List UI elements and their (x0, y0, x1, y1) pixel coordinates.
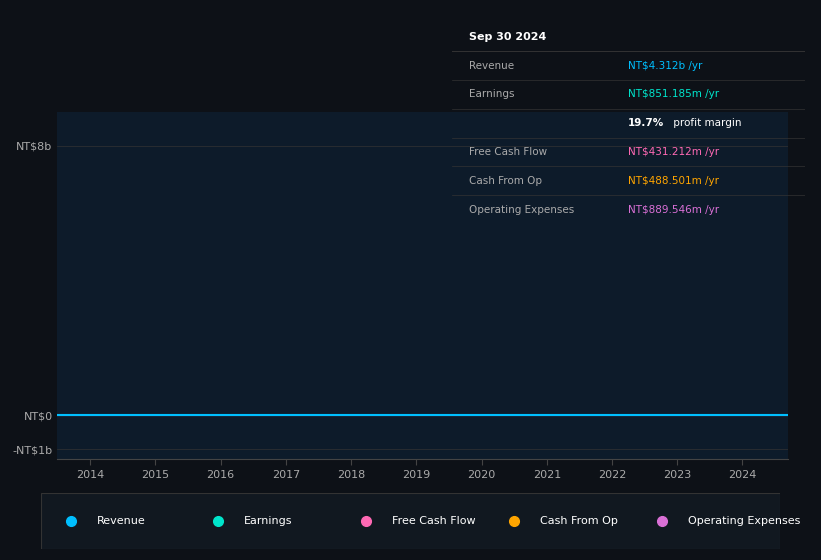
Text: NT$4.312b /yr: NT$4.312b /yr (628, 60, 703, 71)
Text: NT$431.212m /yr: NT$431.212m /yr (628, 147, 719, 157)
Text: NT$488.501m /yr: NT$488.501m /yr (628, 176, 719, 186)
Text: Free Cash Flow: Free Cash Flow (470, 147, 548, 157)
Text: NT$889.546m /yr: NT$889.546m /yr (628, 204, 719, 214)
Text: Revenue: Revenue (470, 60, 514, 71)
Text: Earnings: Earnings (470, 90, 515, 100)
Text: NT$851.185m /yr: NT$851.185m /yr (628, 90, 719, 100)
Text: Operating Expenses: Operating Expenses (470, 204, 575, 214)
Text: Cash From Op: Cash From Op (540, 516, 617, 526)
Text: 19.7%: 19.7% (628, 118, 664, 128)
Text: profit margin: profit margin (671, 118, 742, 128)
Text: Revenue: Revenue (97, 516, 145, 526)
Text: Operating Expenses: Operating Expenses (688, 516, 800, 526)
Text: Sep 30 2024: Sep 30 2024 (470, 32, 547, 42)
Text: Earnings: Earnings (245, 516, 293, 526)
FancyBboxPatch shape (41, 493, 780, 549)
Text: Cash From Op: Cash From Op (470, 176, 542, 186)
Text: Free Cash Flow: Free Cash Flow (392, 516, 475, 526)
